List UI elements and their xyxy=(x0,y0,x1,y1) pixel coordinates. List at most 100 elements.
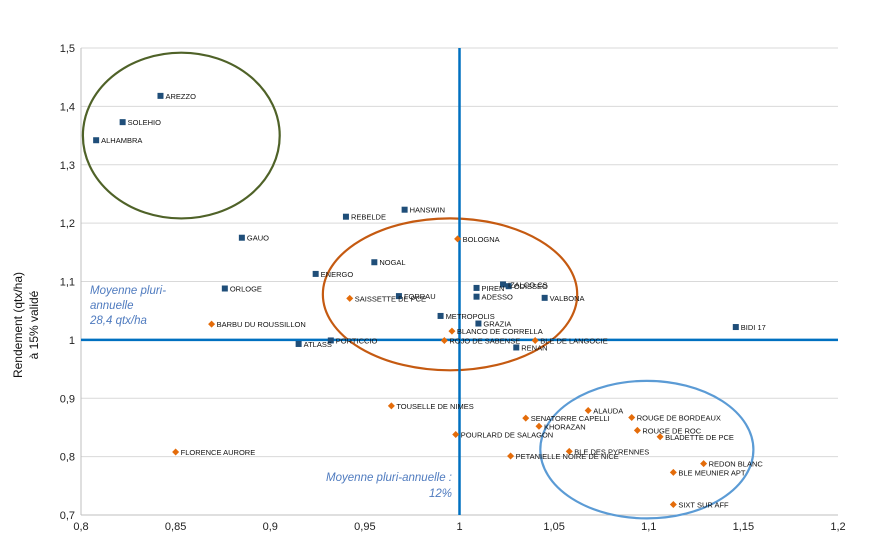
point-label: BIDI 17 xyxy=(741,323,766,332)
data-point xyxy=(507,452,515,460)
point-label: FORRAU xyxy=(404,292,436,301)
data-point xyxy=(401,206,408,213)
y-axis-title: à 15% validé xyxy=(27,290,41,359)
point-label: SOLEHIO xyxy=(128,118,162,127)
point-label: PETANIELLE NOIRE DE NICE xyxy=(516,452,619,461)
data-point xyxy=(473,284,480,291)
data-point xyxy=(565,447,573,455)
y-tick-label: 1,3 xyxy=(60,160,75,172)
data-point xyxy=(452,430,460,438)
point-label: GRAZIA xyxy=(483,320,511,329)
point-label: POURLARD DE SALAGON xyxy=(461,430,554,439)
y-tick-label: 0,9 xyxy=(60,393,75,405)
point-label: HANSWIN xyxy=(410,206,445,215)
data-point xyxy=(221,285,228,292)
point-label: BLADETTE DE PCE xyxy=(665,433,734,442)
point-label: BLE DES PYRENNES xyxy=(574,447,649,456)
data-point xyxy=(440,336,448,344)
data-point xyxy=(387,402,395,410)
point-label: TOUSELLE DE NIMES xyxy=(396,402,473,411)
chart-text: Rendement (qtx/ha) à 15% validé AREZZO SOLE… xyxy=(11,92,766,510)
data-point xyxy=(208,320,216,328)
x-tick-label: 1 xyxy=(456,521,462,533)
point-label: ENERGO xyxy=(321,270,354,279)
point-label: GAUO xyxy=(247,234,269,243)
point-label: ROUGE DE ROC xyxy=(642,426,701,435)
x-tick-label: 1,15 xyxy=(733,521,754,533)
data-point xyxy=(312,270,319,277)
data-point xyxy=(395,293,402,300)
x-tick-label: 1,1 xyxy=(641,521,656,533)
y-tick-label: 0,8 xyxy=(60,452,75,464)
data-point xyxy=(346,294,354,302)
point-label: METROPOLIS xyxy=(446,312,495,321)
data-point xyxy=(584,407,592,415)
y-tick-label: 1,4 xyxy=(60,101,75,113)
point-label: ALAUDA xyxy=(593,407,623,416)
data-point xyxy=(541,294,548,301)
point-label: SIXT SUR AFF xyxy=(678,500,729,509)
data-point xyxy=(295,340,302,347)
point-label: ODISSEO xyxy=(514,282,548,291)
data-point xyxy=(669,468,677,476)
mean-reference-lines xyxy=(81,48,838,515)
data-point xyxy=(500,281,507,288)
data-point xyxy=(535,422,543,430)
x-tick-label: 1,05 xyxy=(543,521,564,533)
data-point xyxy=(505,283,512,290)
point-label: ALHAMBRA xyxy=(101,136,142,145)
point-label: BOLOGNA xyxy=(463,235,500,244)
point-label: KHORAZAN xyxy=(544,422,586,431)
point-label: PORTICCIO xyxy=(336,336,378,345)
x-tick-label: 0,95 xyxy=(354,521,375,533)
y-tick-label: 1 xyxy=(69,335,75,347)
point-label: VALBONA xyxy=(550,294,585,303)
point-label: ROUGE DE BORDEAUX xyxy=(637,414,721,423)
point-label: RENAN xyxy=(521,343,547,352)
data-point xyxy=(531,336,539,344)
x-tick-label: 0,9 xyxy=(263,521,278,533)
y-mean-annotation: Moyenne pluri- xyxy=(90,285,166,297)
point-label: AREZZO xyxy=(165,92,196,101)
y-tick-label: 1,5 xyxy=(60,43,75,55)
point-label: SENATORRE CAPELLI xyxy=(531,414,610,423)
data-point xyxy=(473,293,480,300)
data-points xyxy=(93,92,739,508)
x-tick-label: 0,8 xyxy=(73,521,88,533)
y-mean-annotation: 28,4 qtx/ha xyxy=(89,315,147,327)
y-tick-label: 1,1 xyxy=(60,277,75,289)
data-point xyxy=(475,320,482,327)
data-point xyxy=(157,92,164,99)
y-axis-title: Rendement (qtx/ha) xyxy=(11,272,25,378)
group-ellipses xyxy=(81,51,755,520)
point-label: NOGAL xyxy=(379,258,405,267)
x-mean-annotation: Moyenne pluri-annuelle : xyxy=(326,472,452,484)
x-tick-label: 1,2 xyxy=(830,521,845,533)
group-ellipse xyxy=(81,51,281,220)
group-ellipse xyxy=(539,379,755,520)
point-label: REBELDE xyxy=(351,213,386,222)
data-point xyxy=(172,448,180,456)
point-label: BLANCO DE CORRELLA xyxy=(457,327,543,336)
data-point xyxy=(454,235,462,243)
y-tick-label: 0,7 xyxy=(60,510,75,522)
point-label: REDON BLANC xyxy=(709,460,764,469)
data-point xyxy=(628,414,636,422)
data-point xyxy=(732,324,739,331)
data-point xyxy=(669,500,677,508)
point-label: ATLASS xyxy=(304,340,332,349)
data-point xyxy=(93,137,100,144)
data-point xyxy=(700,460,708,468)
data-point xyxy=(238,234,245,241)
data-point xyxy=(437,312,444,319)
y-tick-label: 1,2 xyxy=(60,218,75,230)
data-point xyxy=(656,433,664,441)
point-label: ADESSO xyxy=(482,293,513,302)
data-point xyxy=(119,119,126,126)
point-label: BLE MEUNIER APT xyxy=(678,468,746,477)
y-mean-annotation: annuelle xyxy=(90,300,133,312)
data-point xyxy=(371,259,378,266)
data-point xyxy=(522,414,530,422)
data-point xyxy=(342,213,349,220)
